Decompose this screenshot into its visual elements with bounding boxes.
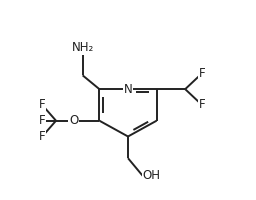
Text: F: F bbox=[199, 98, 205, 111]
Text: F: F bbox=[39, 98, 46, 111]
Text: O: O bbox=[69, 114, 78, 127]
Text: OH: OH bbox=[143, 169, 161, 182]
Text: F: F bbox=[39, 114, 46, 127]
Text: F: F bbox=[199, 67, 205, 80]
Text: N: N bbox=[124, 83, 132, 96]
Text: F: F bbox=[39, 130, 46, 143]
Text: NH₂: NH₂ bbox=[71, 41, 94, 54]
